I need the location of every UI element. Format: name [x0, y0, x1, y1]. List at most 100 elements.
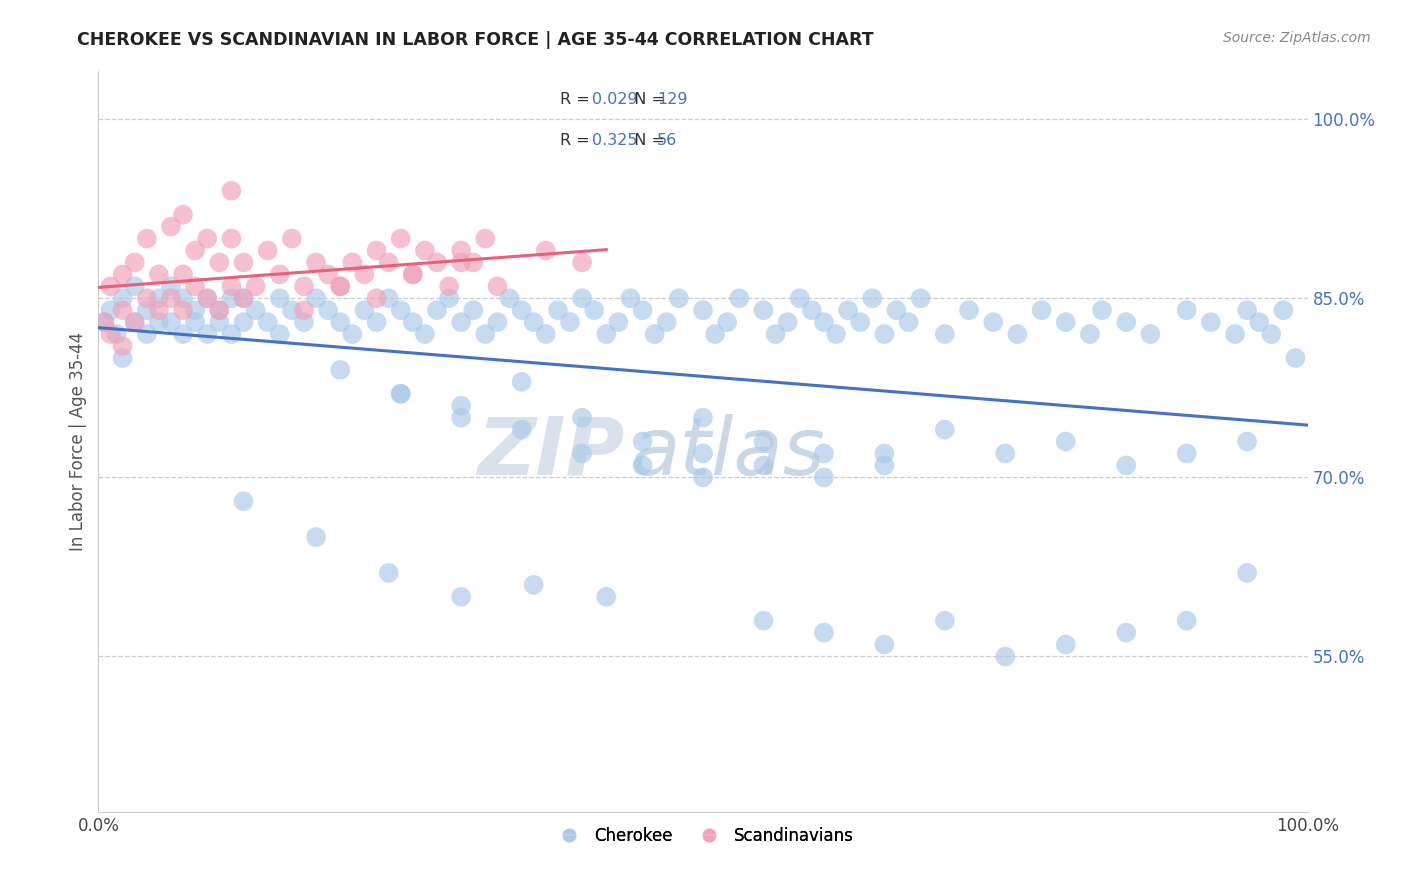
Point — [437, 291, 460, 305]
Point — [668, 291, 690, 305]
Point — [377, 255, 399, 269]
Point — [752, 303, 775, 318]
Text: N =: N = — [624, 92, 671, 107]
Text: N =: N = — [624, 133, 671, 148]
Point — [752, 458, 775, 473]
Point — [474, 231, 496, 245]
Point — [692, 470, 714, 484]
Point — [232, 291, 254, 305]
Point — [1054, 638, 1077, 652]
Point — [607, 315, 630, 329]
Point — [571, 446, 593, 460]
Point — [873, 458, 896, 473]
Point — [981, 315, 1004, 329]
Point — [195, 291, 218, 305]
Point — [450, 244, 472, 258]
Point — [184, 315, 207, 329]
Point — [1236, 434, 1258, 449]
Point — [292, 303, 315, 318]
Point — [195, 327, 218, 342]
Point — [631, 458, 654, 473]
Point — [111, 268, 134, 282]
Text: 129: 129 — [657, 92, 688, 107]
Point — [172, 268, 194, 282]
Point — [269, 268, 291, 282]
Point — [583, 303, 606, 318]
Point — [534, 327, 557, 342]
Point — [1175, 303, 1198, 318]
Point — [1007, 327, 1029, 342]
Point — [135, 291, 157, 305]
Point — [1115, 625, 1137, 640]
Text: atlas: atlas — [630, 414, 825, 491]
Point — [353, 303, 375, 318]
Point — [873, 327, 896, 342]
Point — [329, 279, 352, 293]
Point — [305, 530, 328, 544]
Point — [450, 315, 472, 329]
Point — [172, 327, 194, 342]
Legend: Cherokee, Scandinavians: Cherokee, Scandinavians — [546, 820, 860, 852]
Point — [389, 303, 412, 318]
Point — [208, 303, 231, 318]
Point — [100, 303, 122, 318]
Text: CHEROKEE VS SCANDINAVIAN IN LABOR FORCE | AGE 35-44 CORRELATION CHART: CHEROKEE VS SCANDINAVIAN IN LABOR FORCE … — [77, 31, 875, 49]
Point — [1260, 327, 1282, 342]
Point — [389, 386, 412, 401]
Point — [655, 315, 678, 329]
Point — [437, 279, 460, 293]
Text: 0.029: 0.029 — [592, 92, 637, 107]
Point — [377, 291, 399, 305]
Point — [402, 315, 425, 329]
Point — [934, 614, 956, 628]
Point — [800, 303, 823, 318]
Point — [644, 327, 666, 342]
Point — [366, 244, 388, 258]
Point — [221, 231, 243, 245]
Point — [510, 423, 533, 437]
Point — [221, 291, 243, 305]
Point — [111, 291, 134, 305]
Point — [547, 303, 569, 318]
Point — [389, 386, 412, 401]
Point — [849, 315, 872, 329]
Point — [172, 291, 194, 305]
Point — [232, 315, 254, 329]
Point — [450, 399, 472, 413]
Point — [184, 303, 207, 318]
Point — [135, 327, 157, 342]
Point — [426, 303, 449, 318]
Point — [619, 291, 641, 305]
Point — [160, 219, 183, 234]
Point — [523, 315, 546, 329]
Point — [897, 315, 920, 329]
Point — [221, 184, 243, 198]
Point — [957, 303, 980, 318]
Point — [305, 255, 328, 269]
Point — [886, 303, 908, 318]
Point — [316, 303, 339, 318]
Point — [377, 566, 399, 580]
Y-axis label: In Labor Force | Age 35-44: In Labor Force | Age 35-44 — [69, 332, 87, 551]
Point — [873, 638, 896, 652]
Point — [813, 315, 835, 329]
Point — [221, 327, 243, 342]
Point — [728, 291, 751, 305]
Point — [413, 327, 436, 342]
Point — [692, 303, 714, 318]
Point — [184, 244, 207, 258]
Point — [595, 590, 617, 604]
Point — [934, 327, 956, 342]
Point — [1091, 303, 1114, 318]
Text: R =: R = — [561, 92, 595, 107]
Point — [692, 410, 714, 425]
Point — [208, 315, 231, 329]
Text: 0.325: 0.325 — [592, 133, 637, 148]
Point — [523, 578, 546, 592]
Point — [776, 315, 799, 329]
Point — [595, 327, 617, 342]
Point — [342, 255, 364, 269]
Point — [631, 303, 654, 318]
Point — [1249, 315, 1271, 329]
Point — [148, 303, 170, 318]
